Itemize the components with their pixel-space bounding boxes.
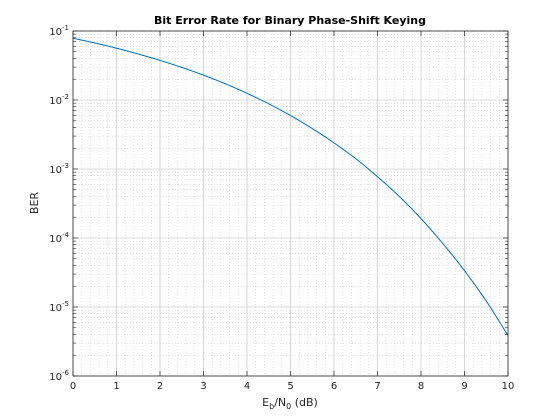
x-tick-label: 4 — [244, 381, 250, 392]
x-axis-label-sub-b: b — [269, 402, 274, 411]
x-tick-label: 2 — [157, 381, 163, 392]
y-tick-label: 10-2 — [49, 93, 69, 107]
y-tick-exponent: -1 — [62, 24, 69, 32]
x-tick-label: 3 — [200, 381, 206, 392]
y-tick-exponent: -4 — [62, 231, 70, 239]
chart-title: Bit Error Rate for Binary Phase-Shift Ke… — [154, 14, 426, 27]
x-axis-label-e: E — [262, 396, 269, 409]
x-tick-label: 0 — [70, 381, 76, 392]
tick-marks — [72, 30, 509, 377]
x-axis-label: Eb/N0 (dB) — [262, 396, 318, 411]
minor-grid — [73, 31, 508, 376]
y-tick-label: 10-5 — [49, 300, 69, 314]
x-tick-label: 5 — [287, 381, 293, 392]
x-tick-label: 9 — [461, 381, 467, 392]
y-tick-exponent: -5 — [62, 300, 69, 308]
x-tick-label: 8 — [418, 381, 424, 392]
series-layer — [72, 37, 509, 336]
y-tick-base: 10 — [49, 303, 62, 314]
y-tick-base: 10 — [49, 372, 62, 383]
x-axis-label-n: /N — [274, 396, 286, 409]
y-tick-exponent: -2 — [62, 93, 69, 101]
x-axis-label-unit: (dB) — [291, 396, 318, 409]
y-tick-label: 10-3 — [49, 162, 69, 176]
y-tick-label: 10-1 — [49, 24, 69, 38]
x-axis-label-sub-0: 0 — [286, 402, 291, 411]
y-tick-exponent: -6 — [62, 369, 70, 377]
y-axis-label: BER — [28, 192, 41, 214]
y-tick-base: 10 — [49, 234, 62, 245]
y-tick-base: 10 — [49, 27, 62, 38]
y-tick-label: 10-6 — [49, 369, 69, 383]
x-tick-labels: 0 1 2 3 4 5 6 7 8 9 10 — [70, 381, 515, 392]
x-tick-label: 1 — [113, 381, 119, 392]
x-tick-label: 7 — [374, 381, 380, 392]
y-tick-exponent: -3 — [62, 162, 69, 170]
y-tick-base: 10 — [49, 96, 62, 107]
x-tick-label: 10 — [502, 381, 515, 392]
y-tick-labels: 10-610-510-410-310-210-1 — [49, 24, 69, 383]
y-tick-base: 10 — [49, 165, 62, 176]
y-tick-label: 10-4 — [49, 231, 69, 245]
x-tick-label: 6 — [331, 381, 337, 392]
ber-series-line — [72, 37, 509, 336]
